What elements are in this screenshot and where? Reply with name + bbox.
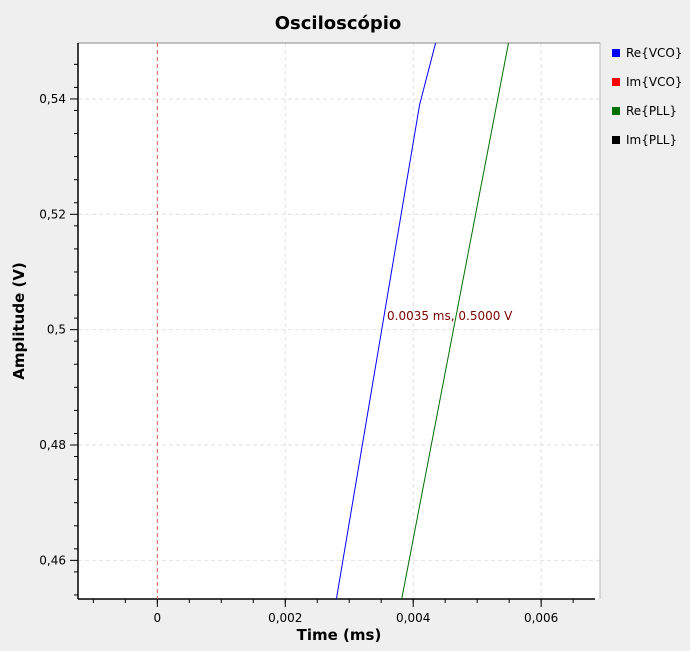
y-tick-label: 0,5 [47,323,66,337]
legend-label: Im{PLL} [626,133,678,147]
legend-label: Im{VCO} [626,75,683,89]
y-tick-label: 0,46 [39,553,66,567]
chart-title: Osciloscópio [274,13,402,34]
legend-item[interactable]: Re{VCO} [612,46,683,75]
legend-label: Re{VCO} [626,46,683,60]
legend-label: Re{PLL} [626,104,678,118]
legend-swatch [612,78,620,86]
y-axis-title: Amplitude (V) [10,262,28,380]
legend-item[interactable]: Im{PLL} [612,133,683,162]
x-tick-label: 0,004 [396,611,430,625]
x-tick-label: 0,006 [524,611,558,625]
y-tick-label: 0,54 [39,92,66,106]
series-line[interactable] [335,42,437,600]
series-line[interactable] [401,42,509,600]
y-tick-label: 0,48 [39,438,66,452]
legend-item[interactable]: Re{PLL} [612,104,683,133]
x-axis-title: Time (ms) [297,626,382,644]
x-tick-label: 0 [154,611,162,625]
y-tick-label: 0,52 [39,207,66,221]
legend: Re{VCO} Im{VCO} Re{PLL} Im{PLL} [612,46,683,162]
legend-swatch [612,107,620,115]
legend-swatch [612,136,620,144]
plot-area[interactable] [78,43,600,599]
x-tick-label: 0,002 [268,611,302,625]
legend-swatch [612,49,620,57]
cursor-readout: 0.0035 ms, 0.5000 V [387,309,513,323]
legend-item[interactable]: Im{VCO} [612,75,683,104]
